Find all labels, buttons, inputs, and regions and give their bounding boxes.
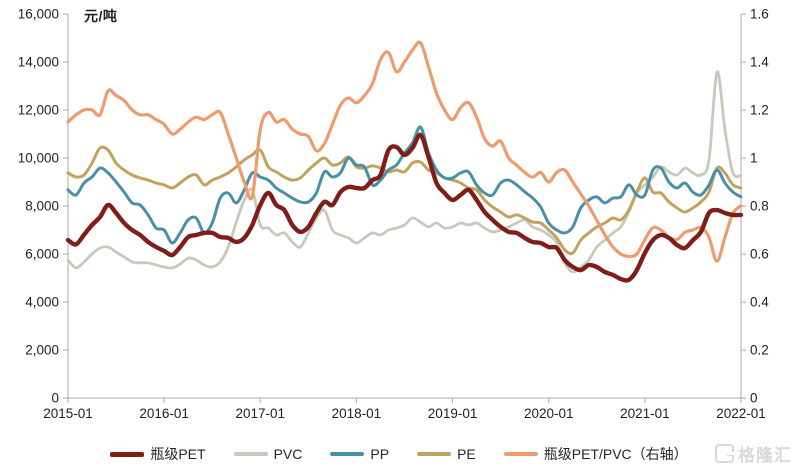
y-axis-right-tick-label: 0.4: [750, 295, 769, 310]
legend-label: 瓶级PET/PVC（右轴）: [543, 446, 688, 462]
y-axis-left-tick-label: 6,000: [25, 247, 59, 262]
y-axis-right-tick-label: 0.2: [750, 343, 769, 358]
legend-swatch-icon: [417, 452, 452, 456]
x-axis-tick-label: 2017-01: [236, 406, 286, 421]
y-axis-left-tick-label: 12,000: [18, 103, 59, 118]
gelonghui-watermark: 格隆汇: [715, 441, 792, 466]
y-axis-right-tick-label: 0.8: [750, 199, 769, 214]
y-axis-left-tick-label: 16,000: [18, 7, 59, 22]
y-axis-right-tick-label: 0: [750, 391, 758, 406]
legend-item-PE: PE: [417, 446, 476, 462]
legend-swatch-icon: [110, 451, 145, 457]
x-axis-tick-label: 2019-01: [428, 406, 478, 421]
series-line-瓶级PET/PVC（右轴）: [66, 40, 743, 263]
x-axis-tick-label: 2015-01: [43, 406, 93, 421]
legend-swatch-icon: [503, 452, 538, 456]
legend-item-瓶级PET: 瓶级PET: [110, 444, 206, 464]
legend-item-PP: PP: [330, 446, 389, 462]
legend-label: PP: [370, 446, 390, 462]
y-axis-right-tick-label: 1.6: [750, 7, 769, 22]
legend-label: PVC: [273, 446, 303, 462]
y-axis-left-tick-label: 8,000: [25, 199, 59, 214]
x-axis-tick-label: 2016-01: [139, 406, 189, 421]
legend-label: PE: [457, 446, 476, 462]
legend-swatch-icon: [330, 452, 365, 456]
x-axis-tick-label: 2022-01: [716, 406, 766, 421]
y-axis-left-tick-label: 2,000: [25, 343, 59, 358]
legend: 瓶级PET PVC PP PE 瓶级PET/PVC（右轴）: [0, 444, 798, 464]
legend-item-瓶级PET/PVC（右轴）: 瓶级PET/PVC（右轴）: [503, 444, 688, 464]
y-axis-left-tick-label: 14,000: [18, 55, 59, 70]
y-axis-right-tick-label: 1.4: [750, 55, 769, 70]
x-axis-tick-label: 2018-01: [332, 406, 382, 421]
gelonghui-logo-icon: [715, 444, 734, 463]
legend-swatch-icon: [233, 452, 268, 456]
legend-label: 瓶级PET: [150, 446, 206, 462]
legend-item-PVC: PVC: [233, 446, 303, 462]
series-line-PE: [66, 145, 743, 256]
y-axis-left-tick-label: 4,000: [25, 295, 59, 310]
x-axis-tick-label: 2021-01: [620, 406, 670, 421]
y-axis-left-tick-label: 0: [51, 391, 59, 406]
y-axis-unit-label: 元/吨: [84, 8, 118, 24]
y-axis-right-tick-label: 1.2: [750, 103, 769, 118]
y-axis-right-tick-label: 0.6: [750, 247, 769, 262]
y-axis-left-tick-label: 10,000: [18, 151, 59, 166]
watermark-text: 格隆汇: [738, 446, 792, 465]
y-axis-right-tick-label: 1: [750, 151, 758, 166]
series-line-瓶级PET: [65, 132, 744, 283]
x-axis-tick-label: 2020-01: [524, 406, 574, 421]
